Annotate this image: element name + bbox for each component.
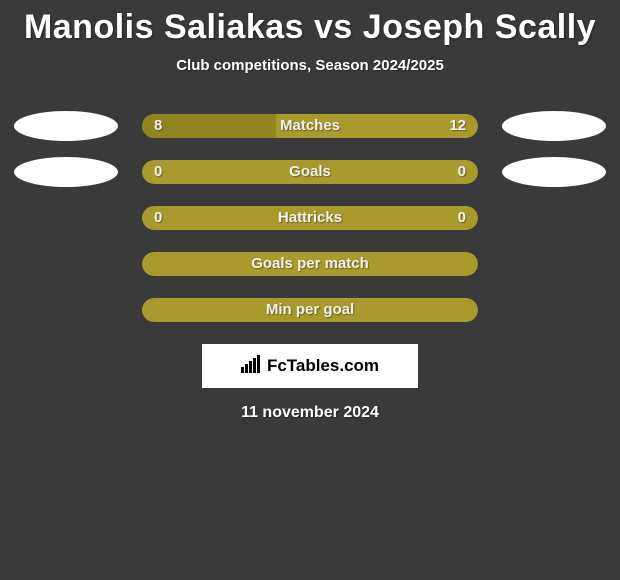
stat-bar: 00Goals xyxy=(142,160,478,184)
player-marker-left xyxy=(14,111,118,141)
stat-bar: 812Matches xyxy=(142,114,478,138)
stat-row: 812Matches xyxy=(0,114,620,138)
logo: FcTables.com xyxy=(241,355,379,378)
logo-box: FcTables.com xyxy=(202,344,418,388)
stat-label: Goals xyxy=(142,160,478,184)
player-marker-left xyxy=(14,157,118,187)
stat-bar: Min per goal xyxy=(142,298,478,322)
stat-label: Min per goal xyxy=(142,298,478,322)
subtitle: Club competitions, Season 2024/2025 xyxy=(0,57,620,74)
stat-bar: 00Hattricks xyxy=(142,206,478,230)
stat-label: Matches xyxy=(142,114,478,138)
player-marker-right xyxy=(502,157,606,187)
stat-rows: 812Matches 00Goals 00Hattricks Goals per ma… xyxy=(0,114,620,322)
stat-row: 00Goals xyxy=(0,160,620,184)
stat-label: Hattricks xyxy=(142,206,478,230)
chart-bars-icon xyxy=(241,355,263,378)
player-marker-right xyxy=(502,111,606,141)
logo-text: FcTables.com xyxy=(267,356,379,376)
page-title: Manolis Saliakas vs Joseph Scally xyxy=(0,8,620,47)
stat-bar: Goals per match xyxy=(142,252,478,276)
stat-row: Goals per match xyxy=(0,252,620,276)
stat-row: Min per goal xyxy=(0,298,620,322)
stat-row: 00Hattricks xyxy=(0,206,620,230)
comparison-infographic: Manolis Saliakas vs Joseph Scally Club c… xyxy=(0,0,620,422)
date-text: 11 november 2024 xyxy=(0,404,620,422)
stat-label: Goals per match xyxy=(142,252,478,276)
